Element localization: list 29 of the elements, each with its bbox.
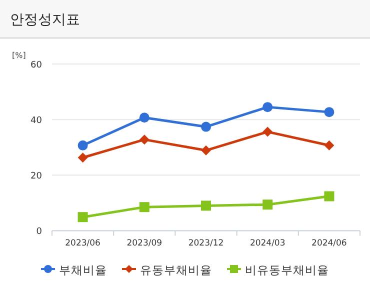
x-tick-label: 2023/09 xyxy=(126,238,162,249)
x-tick-label: 2024/06 xyxy=(312,238,347,249)
x-tick-label: 2024/03 xyxy=(250,238,286,249)
point xyxy=(324,107,334,118)
point xyxy=(139,112,150,123)
point xyxy=(139,202,150,212)
legend-label: 비유동부채비율 xyxy=(245,263,329,277)
point xyxy=(201,145,211,156)
point xyxy=(201,122,211,132)
legend-label: 부채비율 xyxy=(59,263,107,277)
chart-title: 안정성지표 xyxy=(10,12,80,28)
legend-label: 유동부채비율 xyxy=(140,263,212,277)
point xyxy=(78,212,88,222)
point xyxy=(262,126,273,137)
point xyxy=(201,200,211,211)
point xyxy=(324,191,334,202)
y-tick-label: 0 xyxy=(36,227,42,238)
point xyxy=(262,102,273,112)
point xyxy=(324,140,334,150)
point xyxy=(262,200,273,210)
x-tick-label: 2023/12 xyxy=(188,238,224,249)
y-tick-label: 20 xyxy=(30,172,42,182)
y-axis-title: [%] xyxy=(12,51,26,60)
point xyxy=(78,140,88,150)
y-tick-label: 60 xyxy=(30,60,42,70)
y-tick-label: 40 xyxy=(30,116,42,126)
point xyxy=(139,134,150,145)
point xyxy=(78,152,88,163)
x-tick-label: 2023/06 xyxy=(65,238,100,249)
